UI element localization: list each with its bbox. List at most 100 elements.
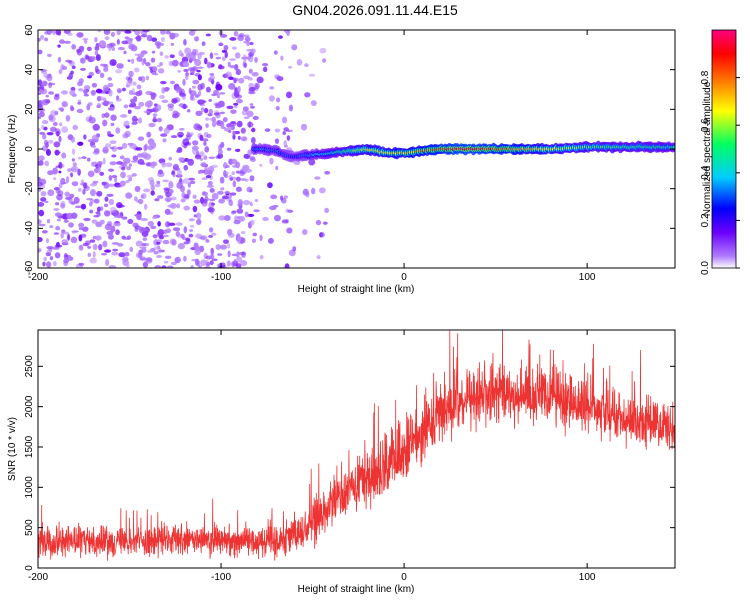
heatmap-noise-cell: [70, 70, 74, 75]
spectrogram-panel: -200 -100 0 100 60 40 20 0 -20 -40 -60 Height of s…: [7, 24, 676, 295]
heatmap-noise-cell: [151, 50, 156, 54]
heatmap-noise-cell: [121, 87, 126, 92]
heatmap-noise-cell: [54, 212, 62, 217]
snr-y-tick-label: 2500: [24, 355, 35, 378]
heatmap-noise-cell: [228, 76, 234, 81]
heatmap-noise-cell: [135, 240, 143, 247]
snr-y-tick-label: 2000: [24, 395, 35, 418]
heatmap-noise-cell: [288, 104, 294, 112]
heatmap-noise-cell: [273, 50, 278, 55]
heatmap-noise-cell: [233, 219, 241, 225]
heatmap-noise-cell: [164, 86, 170, 91]
heatmap-noise-cell: [107, 233, 114, 240]
heatmap-noise-cell: [234, 148, 241, 152]
heatmap-noise-cell: [116, 88, 122, 94]
heatmap-noise-cell: [158, 126, 163, 132]
heatmap-noise-cell: [199, 134, 204, 141]
heatmap-noise-cell: [95, 69, 101, 75]
heatmap-noise-cell: [68, 196, 73, 204]
heatmap-noise-cell: [213, 112, 220, 116]
heatmap-noise-cell: [219, 120, 224, 125]
heatmap-noise-cell: [129, 98, 138, 103]
heatmap-noise-cell: [217, 149, 223, 155]
heatmap-noise-cell: [82, 37, 89, 41]
heatmap-noise-cell: [53, 260, 57, 267]
heatmap-noise-cell: [231, 158, 236, 165]
heatmap-noise-cell: [116, 63, 124, 69]
heatmap-noise-cell: [322, 221, 328, 225]
heatmap-noise-cell: [179, 157, 184, 163]
heatmap-noise-cell: [191, 258, 199, 262]
heatmap-noise-cell: [154, 183, 161, 188]
heatmap-noise-cell: [142, 30, 150, 33]
heatmap-noise-cell: [138, 249, 143, 255]
heatmap-noise-cell: [188, 233, 194, 238]
heatmap-noise-cell: [249, 86, 256, 92]
heatmap-noise-cell: [83, 88, 88, 95]
heatmap-noise-cell: [274, 138, 280, 144]
heatmap-noise-cell: [60, 202, 66, 209]
heatmap-noise-cell: [170, 135, 178, 139]
heatmap-noise-cell: [89, 209, 94, 214]
heatmap-noise-cell: [93, 214, 100, 218]
heatmap-noise-cell: [86, 46, 92, 52]
heatmap-noise-cell: [91, 82, 98, 88]
heatmap-noise-cell: [205, 175, 212, 179]
heatmap-noise-cell: [320, 232, 325, 238]
heatmap-noise-cell: [107, 107, 115, 111]
heatmap-noise-cell: [248, 91, 256, 95]
heatmap-noise-cell: [240, 127, 246, 134]
heatmap-noise-cell: [141, 192, 147, 199]
heatmap-noise-cell: [308, 73, 316, 77]
heatmap-noise-cell: [176, 169, 182, 177]
heatmap-noise-cell: [115, 127, 121, 134]
heatmap-noise-cell: [138, 198, 144, 205]
heatmap-noise-cell: [80, 203, 87, 210]
heatmap-noise-cell: [164, 255, 172, 260]
heatmap-noise-cell: [104, 36, 110, 41]
heatmap-noise-cell: [82, 242, 89, 247]
heatmap-noise-cell: [108, 198, 115, 206]
heatmap-noise-cell: [142, 237, 148, 241]
heatmap-noise-cell: [262, 66, 268, 73]
heatmap-noise-cell: [115, 202, 123, 209]
heatmap-noise-cell: [213, 52, 219, 56]
heatmap-noise-cell: [229, 37, 237, 41]
heatmap-noise-cell: [251, 238, 257, 244]
heatmap-noise-cell: [199, 196, 205, 205]
heatmap-noise-cell: [259, 234, 263, 242]
heatmap-noise-cell: [55, 202, 60, 206]
heatmap-noise-cell: [44, 200, 49, 204]
heatmap-noise-cell: [46, 218, 51, 224]
colorbar-tick-label: 0.2: [700, 213, 711, 227]
heatmap-noise-cell: [52, 30, 56, 36]
heatmap-noise-cell: [161, 99, 169, 104]
heatmap-noise-cell: [38, 236, 43, 243]
heatmap-noise-cell: [187, 109, 191, 113]
heatmap-noise-cell: [76, 108, 84, 114]
heatmap-noise-cell: [121, 166, 126, 171]
spectrogram-x-tick-label: 0: [401, 272, 407, 283]
heatmap-noise-cell: [191, 147, 198, 155]
heatmap-noise-cell: [104, 112, 110, 118]
heatmap-noise-cell: [60, 232, 64, 239]
heatmap-noise-cell: [69, 89, 76, 96]
heatmap-noise-cell: [274, 128, 281, 133]
heatmap-noise-cell: [90, 182, 98, 187]
heatmap-noise-cell: [200, 259, 207, 267]
heatmap-noise-cell: [77, 156, 82, 160]
heatmap-noise-cell: [191, 85, 196, 89]
heatmap-noise-cell: [169, 80, 176, 85]
heatmap-noise-cell: [130, 58, 135, 64]
heatmap-noise-cell: [71, 181, 79, 187]
heatmap-noise-cell: [203, 57, 208, 65]
heatmap-noise-cell: [168, 222, 176, 226]
heatmap-noise-cell: [156, 254, 163, 258]
heatmap-noise-cell: [128, 38, 133, 41]
heatmap-noise-cell: [160, 133, 168, 137]
heatmap-noise-cell: [177, 146, 183, 153]
heatmap-noise-cell: [192, 79, 200, 85]
heatmap-noise-cell: [205, 239, 210, 243]
heatmap-noise-cell: [249, 201, 253, 205]
heatmap-noise-cell: [220, 141, 225, 148]
